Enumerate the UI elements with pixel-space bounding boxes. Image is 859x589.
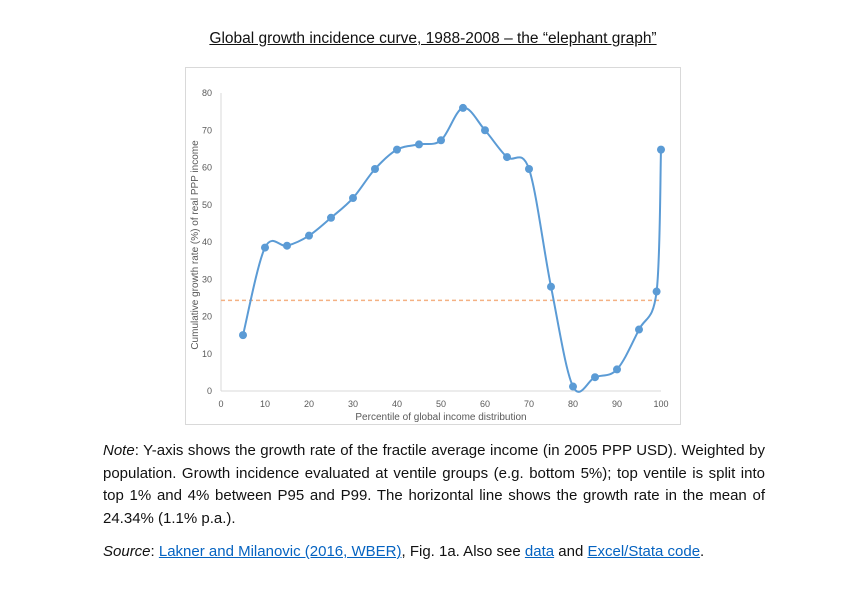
data-point (393, 145, 401, 154)
data-point (591, 373, 599, 382)
x-tick-label: 40 (392, 399, 402, 409)
x-tick-label: 70 (524, 399, 534, 409)
x-tick-label: 60 (480, 399, 490, 409)
data-point (349, 194, 357, 203)
source-text-1: , Fig. 1a. Also see (401, 543, 525, 560)
y-tick-label: 10 (202, 349, 212, 359)
source-sep: : (150, 543, 159, 560)
x-tick-label: 100 (653, 399, 668, 409)
chart-area: 0 10 20 30 40 50 60 70 80 0 10 20 30 40 50 60 70 80 90 100 P… (185, 67, 681, 425)
data-point (415, 140, 423, 149)
x-tick-label: 0 (218, 399, 223, 409)
source-label: Source (103, 543, 151, 560)
y-tick-label: 70 (202, 125, 212, 135)
y-tick-label: 40 (202, 237, 212, 247)
y-tick-label: 0 (207, 386, 212, 396)
data-point (371, 164, 379, 173)
data-point (657, 145, 665, 154)
x-tick-label: 80 (568, 399, 578, 409)
y-tick-label: 50 (202, 200, 212, 210)
data-link[interactable]: data (524, 543, 555, 560)
note-text: : Y-axis shows the growth rate of the fr… (103, 442, 765, 527)
data-point (283, 241, 291, 250)
data-point (503, 153, 511, 162)
source-text-2: and (554, 543, 588, 560)
data-point (547, 282, 555, 291)
y-tick-label: 80 (202, 88, 212, 98)
data-point (613, 365, 621, 374)
elephant-chart: 0 10 20 30 40 50 60 70 80 0 10 20 30 40 50 60 70 80 90 100 P… (190, 88, 669, 423)
y-tick-label: 30 (202, 274, 212, 284)
y-axis-title: Cumulative growth rate (%) of real PPP i… (190, 140, 201, 350)
data-point (305, 231, 313, 240)
data-point (635, 325, 643, 334)
data-point (525, 164, 533, 173)
x-tick-label: 90 (612, 399, 622, 409)
note-label: Note (103, 442, 135, 459)
figure-title: Global growth incidence curve, 1988-2008… (209, 30, 657, 47)
data-point (261, 243, 269, 252)
data-point (569, 382, 577, 391)
data-point (437, 136, 445, 145)
data-point (327, 213, 335, 222)
data-point (459, 103, 467, 112)
code-link[interactable]: Excel/Stata code (587, 543, 701, 560)
y-tick-label: 60 (202, 163, 212, 173)
y-tick-label: 20 (202, 312, 212, 322)
x-tick-label: 50 (436, 399, 446, 409)
note-paragraph: Note: Y-axis shows the growth rate of th… (103, 440, 765, 530)
source-paragraph: Source: Lakner and Milanovic (2016, WBER… (103, 541, 765, 563)
data-point (481, 126, 489, 135)
data-point (652, 287, 661, 296)
x-axis-title: Percentile of global income distribution (355, 412, 526, 423)
x-tick-label: 30 (348, 399, 358, 409)
x-tick-label: 10 (260, 399, 270, 409)
paper-link[interactable]: Lakner and Milanovic (2016, WBER) (158, 543, 402, 560)
data-point (239, 331, 247, 340)
x-tick-label: 20 (304, 399, 314, 409)
source-text-3: . (700, 543, 705, 560)
growth-curve-line (242, 106, 662, 393)
